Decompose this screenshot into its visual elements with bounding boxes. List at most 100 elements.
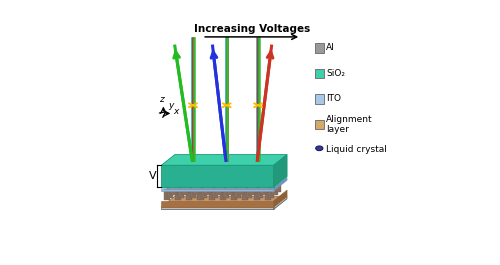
Polygon shape bbox=[162, 188, 274, 191]
Polygon shape bbox=[175, 191, 181, 200]
Polygon shape bbox=[174, 181, 182, 182]
Ellipse shape bbox=[197, 180, 200, 182]
Polygon shape bbox=[185, 182, 191, 192]
Polygon shape bbox=[162, 154, 287, 165]
Ellipse shape bbox=[250, 182, 254, 184]
Ellipse shape bbox=[228, 182, 231, 184]
Text: x: x bbox=[174, 107, 178, 116]
Polygon shape bbox=[167, 186, 175, 188]
Polygon shape bbox=[272, 183, 280, 185]
Polygon shape bbox=[218, 181, 227, 182]
Polygon shape bbox=[234, 186, 243, 188]
Polygon shape bbox=[252, 181, 261, 182]
Ellipse shape bbox=[186, 180, 189, 182]
Polygon shape bbox=[196, 182, 202, 192]
Polygon shape bbox=[249, 183, 258, 185]
Text: y: y bbox=[168, 101, 173, 110]
Polygon shape bbox=[226, 183, 235, 185]
Polygon shape bbox=[208, 189, 217, 191]
Ellipse shape bbox=[216, 182, 220, 184]
Polygon shape bbox=[162, 207, 274, 209]
Polygon shape bbox=[185, 181, 194, 182]
Ellipse shape bbox=[180, 184, 184, 186]
Text: V: V bbox=[148, 171, 156, 181]
Polygon shape bbox=[246, 188, 252, 197]
Ellipse shape bbox=[273, 182, 276, 184]
Polygon shape bbox=[167, 188, 173, 197]
Polygon shape bbox=[220, 191, 226, 200]
Polygon shape bbox=[260, 183, 268, 185]
Polygon shape bbox=[268, 188, 274, 197]
Polygon shape bbox=[186, 189, 194, 191]
Text: SiO₂: SiO₂ bbox=[326, 69, 345, 78]
Polygon shape bbox=[198, 191, 203, 200]
Polygon shape bbox=[241, 181, 250, 182]
Ellipse shape bbox=[188, 178, 192, 179]
Polygon shape bbox=[193, 183, 202, 185]
Polygon shape bbox=[246, 186, 254, 188]
Polygon shape bbox=[198, 189, 206, 191]
Ellipse shape bbox=[234, 178, 236, 179]
Ellipse shape bbox=[178, 186, 181, 188]
Polygon shape bbox=[274, 190, 287, 207]
Polygon shape bbox=[230, 182, 236, 192]
Ellipse shape bbox=[276, 180, 278, 182]
Polygon shape bbox=[223, 186, 232, 188]
Polygon shape bbox=[182, 185, 188, 195]
Polygon shape bbox=[190, 188, 196, 197]
Ellipse shape bbox=[245, 186, 248, 188]
Ellipse shape bbox=[189, 186, 192, 188]
FancyBboxPatch shape bbox=[315, 120, 324, 129]
Polygon shape bbox=[162, 199, 287, 209]
Text: Increasing Voltages: Increasing Voltages bbox=[194, 24, 310, 34]
Ellipse shape bbox=[248, 184, 251, 186]
Polygon shape bbox=[252, 182, 258, 192]
Polygon shape bbox=[216, 185, 222, 195]
Ellipse shape bbox=[264, 180, 268, 182]
Polygon shape bbox=[170, 183, 179, 185]
Polygon shape bbox=[272, 185, 278, 195]
Ellipse shape bbox=[226, 184, 228, 186]
Polygon shape bbox=[204, 185, 210, 195]
Text: Liquid crystal: Liquid crystal bbox=[326, 145, 387, 154]
Ellipse shape bbox=[244, 178, 248, 179]
Polygon shape bbox=[208, 191, 215, 200]
Ellipse shape bbox=[239, 182, 242, 184]
Polygon shape bbox=[275, 181, 283, 182]
FancyBboxPatch shape bbox=[315, 94, 324, 104]
Ellipse shape bbox=[256, 186, 260, 188]
Polygon shape bbox=[264, 181, 272, 182]
Ellipse shape bbox=[169, 184, 172, 186]
Polygon shape bbox=[231, 191, 237, 200]
Polygon shape bbox=[264, 191, 271, 200]
Ellipse shape bbox=[200, 178, 203, 179]
Polygon shape bbox=[162, 178, 287, 188]
Ellipse shape bbox=[270, 184, 274, 186]
Polygon shape bbox=[186, 191, 192, 200]
Ellipse shape bbox=[222, 186, 226, 188]
Polygon shape bbox=[230, 181, 238, 182]
Ellipse shape bbox=[268, 186, 270, 188]
Ellipse shape bbox=[230, 180, 234, 182]
Polygon shape bbox=[216, 183, 224, 185]
Polygon shape bbox=[208, 182, 214, 192]
Polygon shape bbox=[204, 183, 212, 185]
Polygon shape bbox=[170, 185, 176, 195]
Polygon shape bbox=[162, 201, 274, 207]
Polygon shape bbox=[201, 188, 207, 197]
Ellipse shape bbox=[206, 182, 208, 184]
Ellipse shape bbox=[214, 184, 217, 186]
Polygon shape bbox=[164, 189, 172, 191]
Polygon shape bbox=[257, 188, 263, 197]
Ellipse shape bbox=[174, 180, 178, 182]
Polygon shape bbox=[223, 188, 230, 197]
Text: ITO: ITO bbox=[326, 94, 341, 103]
Ellipse shape bbox=[212, 186, 214, 188]
Ellipse shape bbox=[253, 180, 256, 182]
Polygon shape bbox=[249, 185, 255, 195]
Polygon shape bbox=[254, 191, 260, 200]
Ellipse shape bbox=[177, 178, 180, 179]
Polygon shape bbox=[175, 189, 184, 191]
Polygon shape bbox=[226, 185, 232, 195]
Polygon shape bbox=[164, 191, 170, 200]
